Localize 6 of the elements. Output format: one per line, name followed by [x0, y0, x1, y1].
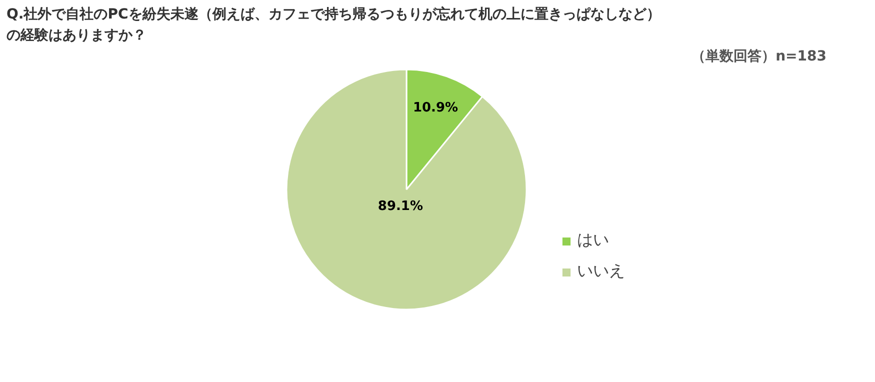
- data-label: 10.9%: [412, 100, 458, 116]
- legend-label: はい: [577, 230, 609, 251]
- data-label: 89.1%: [378, 198, 424, 214]
- chart-title: Q.社外で自社のPCを紛失未遂（例えば、カフェで持ち帰るつもりが忘れて机の上に置きっぱなしなど）の経験はありますか？: [6, 6, 660, 44]
- text: （単数回答）n=183: [692, 48, 826, 64]
- legend-label: いいえ: [577, 261, 625, 282]
